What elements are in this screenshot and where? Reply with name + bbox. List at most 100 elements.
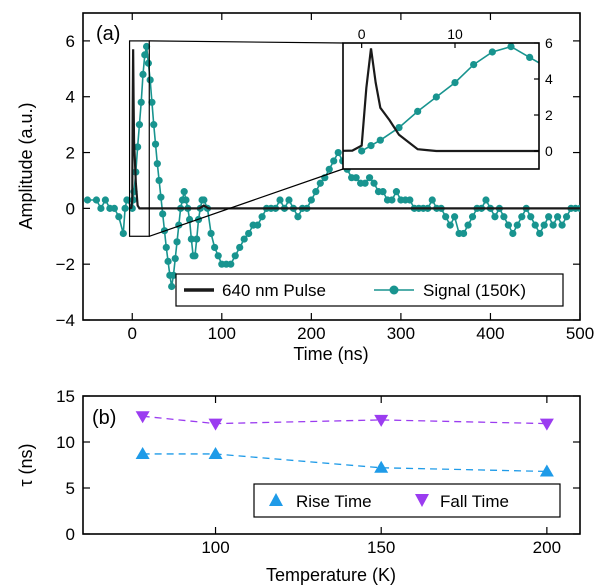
panel-a-x-tick-label: 500 xyxy=(566,324,594,343)
signal-point xyxy=(500,213,508,221)
signal-point xyxy=(135,121,144,129)
signal-point xyxy=(144,59,152,67)
inset-signal-point xyxy=(367,142,375,150)
signal-point xyxy=(504,221,512,229)
inset-y-tick-label: 4 xyxy=(545,71,553,87)
inset-x-tick-label: 10 xyxy=(447,26,463,42)
signal-point xyxy=(97,204,105,212)
signal-point xyxy=(193,235,201,243)
signal-point xyxy=(258,213,266,221)
zoom-connector-bottom xyxy=(149,168,344,237)
panel-b-y-tick-label: 0 xyxy=(66,525,75,544)
signal-point xyxy=(83,196,92,204)
signal-point xyxy=(200,196,208,204)
signal-point xyxy=(388,196,396,204)
panel-a-label: (a) xyxy=(96,23,120,45)
panel-b-y-axis-title: τ (ns) xyxy=(16,443,36,486)
rise-time-point xyxy=(208,446,223,459)
inset-signal-series xyxy=(358,43,539,155)
signal-point xyxy=(352,174,360,182)
signal-point xyxy=(155,176,163,185)
panel-b-axes-frame xyxy=(82,395,581,535)
signal-point xyxy=(370,179,378,187)
panel-a-zoom-box xyxy=(128,40,344,237)
signal-point xyxy=(92,196,101,204)
panel-a-x-axis-title: Time (ns) xyxy=(293,344,368,364)
inset-signal-point xyxy=(507,43,515,51)
signal-point xyxy=(527,213,535,221)
inset-x-tick-label: 0 xyxy=(358,26,366,42)
rise-time-point xyxy=(374,460,389,473)
signal-point xyxy=(549,221,557,229)
signal-point xyxy=(157,193,165,201)
inset-signal-point xyxy=(526,53,534,62)
signal-point xyxy=(153,160,161,168)
legend-rise-label: Rise Time xyxy=(296,492,372,511)
signal-point xyxy=(180,188,188,196)
zoom-rectangle xyxy=(128,40,150,237)
signal-point xyxy=(227,260,235,268)
signal-point xyxy=(285,196,293,204)
signal-point xyxy=(491,213,499,221)
panel-a-x-tick-label: 100 xyxy=(208,324,236,343)
panel-a-inset: 0 10 0 2 4 6 xyxy=(342,26,553,170)
inset-y-tick-label: 0 xyxy=(545,143,553,159)
zoom-connector-top xyxy=(149,40,344,44)
signal-point xyxy=(482,196,490,204)
inset-pulse-series xyxy=(343,48,539,153)
panel-a-y-tick-label: 2 xyxy=(66,144,75,163)
panel-b-x-axis-title: Temperature (K) xyxy=(266,565,396,585)
signal-point xyxy=(406,196,414,204)
signal-point xyxy=(207,229,215,238)
panel-a-pulse-series xyxy=(129,49,580,210)
signal-point xyxy=(513,221,521,229)
inset-background xyxy=(343,43,539,169)
panel-a-x-tick-label: 300 xyxy=(387,324,415,343)
inset-pulse-line xyxy=(343,48,539,153)
panel-a-y-tick-label: 4 xyxy=(66,88,75,107)
signal-point xyxy=(379,188,387,196)
signal-point xyxy=(121,204,129,212)
panel-b-label: (b) xyxy=(92,407,116,429)
legend-pulse-label: 640 nm Pulse xyxy=(222,281,326,300)
signal-point xyxy=(139,70,147,78)
signal-point xyxy=(151,140,160,148)
panel-a-y-tick-label: 6 xyxy=(66,32,75,51)
panel-b-legend-box xyxy=(253,483,561,518)
signal-point xyxy=(159,210,167,218)
signal-point xyxy=(518,213,526,221)
signal-point xyxy=(459,229,468,238)
inset-signal-point xyxy=(470,61,478,69)
signal-point xyxy=(146,76,154,84)
inset-signal-point xyxy=(414,107,422,115)
signal-point xyxy=(294,213,302,221)
panel-b: 100 150 200 0 5 10 15 (b) Temperature (K) τ (n… xyxy=(16,387,581,585)
fall-time-point xyxy=(135,411,150,424)
inset-signal-point xyxy=(358,147,366,155)
inset-signal-point xyxy=(376,136,384,144)
panel-a-y-tick-label: 0 xyxy=(66,199,75,218)
signal-point xyxy=(142,42,151,51)
legend-rise-marker xyxy=(269,493,283,506)
signal-point xyxy=(191,252,199,260)
legend-fall-label: Fall Time xyxy=(440,492,509,511)
signal-point xyxy=(361,179,369,187)
signal-point xyxy=(236,243,244,252)
signal-point xyxy=(531,221,539,229)
signal-point xyxy=(123,196,131,204)
signal-point xyxy=(446,221,454,229)
signal-point xyxy=(428,196,436,204)
signal-point xyxy=(173,238,181,246)
inset-signal-point xyxy=(488,48,496,56)
signal-point xyxy=(148,98,156,106)
fall-time-point xyxy=(539,418,554,431)
legend-signal-marker xyxy=(389,285,399,295)
panel-b-x-tick-label: 200 xyxy=(533,538,561,557)
panel-a-legend-box xyxy=(175,273,564,307)
panel-b-x-tick-label: 100 xyxy=(201,538,229,557)
signal-point xyxy=(276,196,284,204)
panel-b-y-tick-label: 15 xyxy=(56,387,75,406)
signal-point xyxy=(150,121,158,129)
